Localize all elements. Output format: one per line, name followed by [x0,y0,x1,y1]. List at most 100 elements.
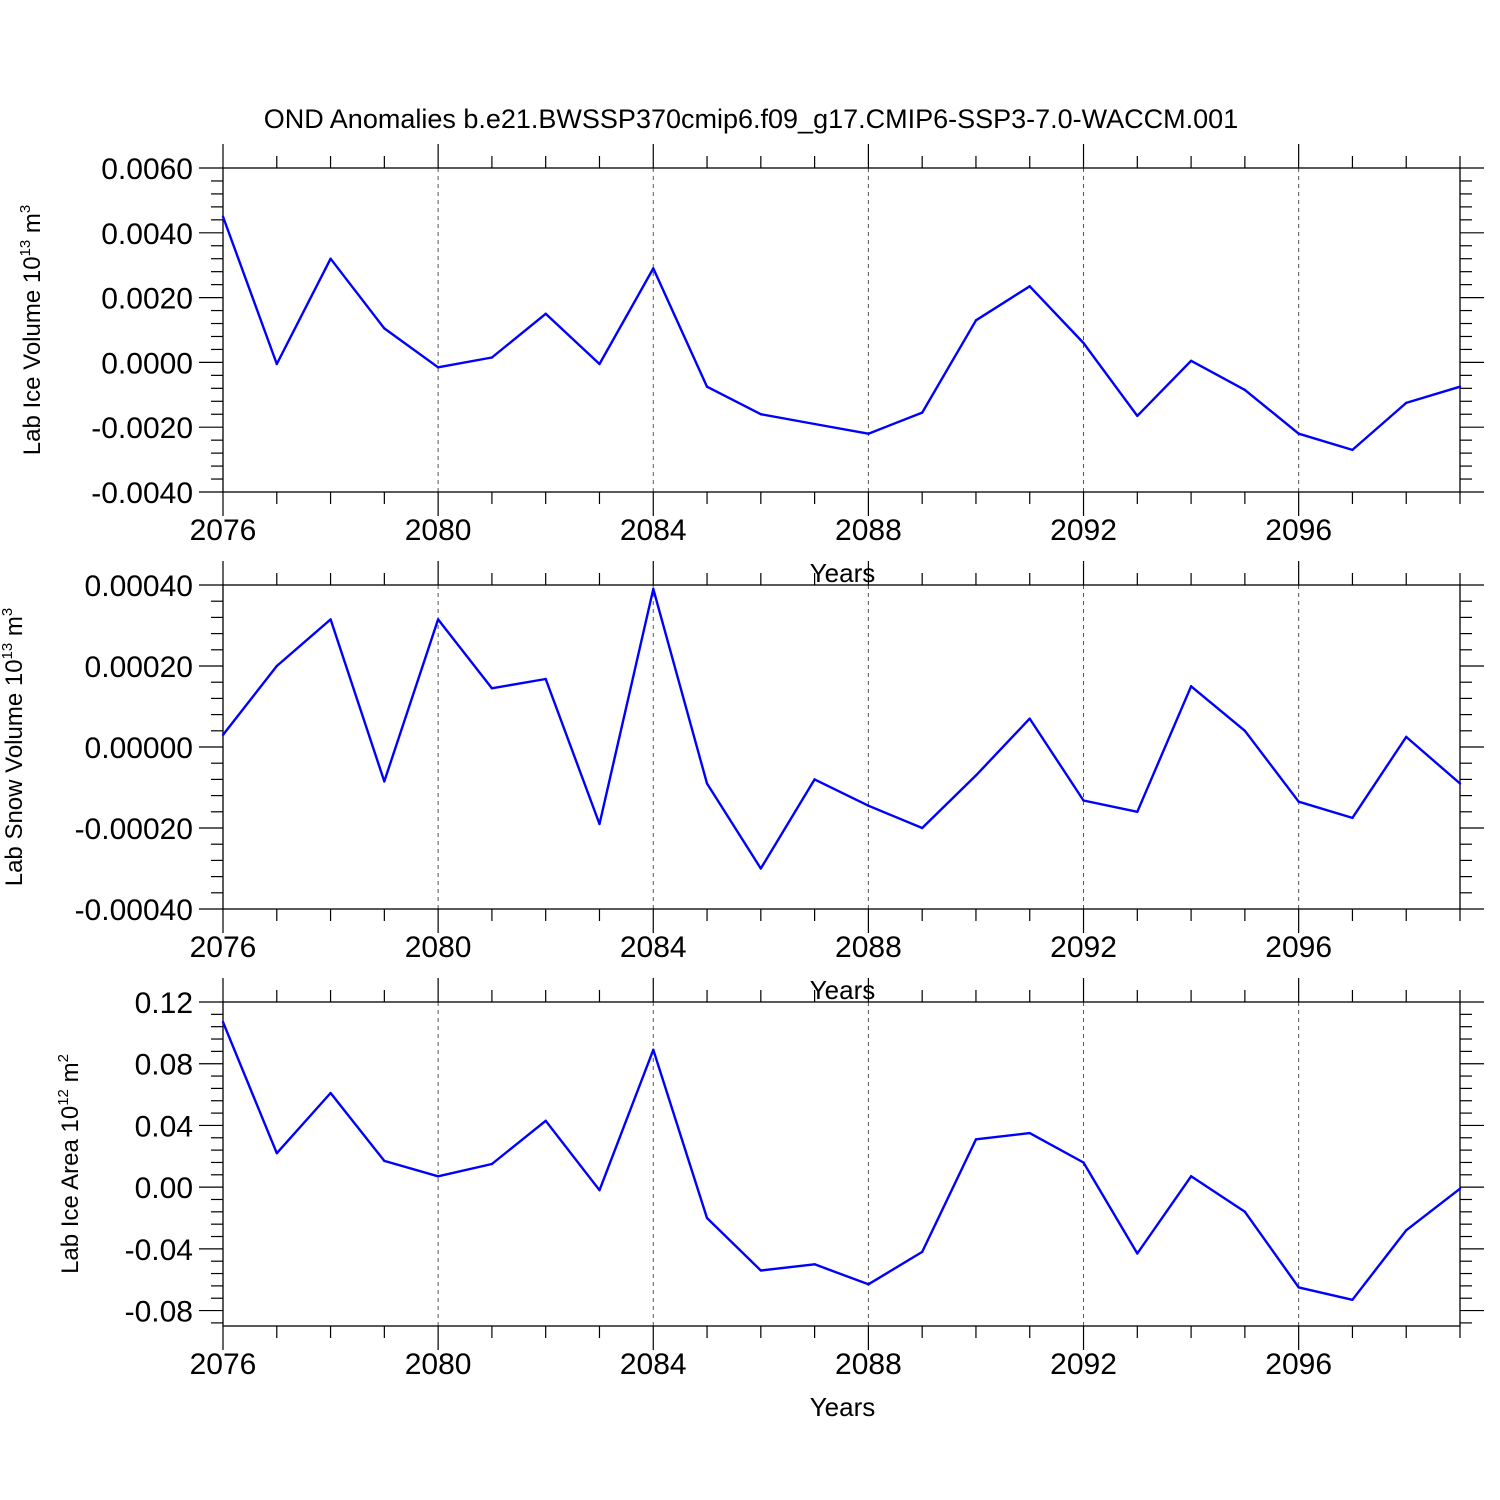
x-tick-label-2092: 2092 [1050,514,1117,547]
data-point-2092 [1082,341,1085,345]
data-point-2086 [759,867,763,870]
data-point-2076 [221,733,225,737]
x-tick-label-2088: 2088 [835,1348,902,1381]
data-point-2097 [1351,1298,1354,1301]
data-point-2089 [920,411,924,414]
data-point-2090 [974,1138,978,1141]
y-axis-title-exponent: 12 [55,1089,72,1106]
data-point-2093 [1136,1252,1139,1255]
x-tick-label-2092: 2092 [1050,931,1117,964]
y-tick-label: -0.0040 [91,477,193,510]
series-line [221,1021,1461,1302]
y-axis-title-unit-exponent: 2 [55,1054,72,1062]
data-point-2099 [1458,782,1462,785]
x-tick-label-2088: 2088 [835,931,902,964]
data-point-2081 [490,356,494,359]
y-axis-title: Lab Ice Area 1012 m2 [55,1054,84,1274]
y-tick-label: 0.00020 [85,651,193,684]
data-point-2078 [329,1091,332,1095]
y-axis-title-unit: m [19,213,46,240]
data-point-2090 [974,319,978,322]
data-point-2080 [436,366,440,369]
x-tick-label-2080: 2080 [405,514,472,547]
x-axis-title: Years [810,975,876,1005]
data-point-2079 [383,1159,386,1163]
data-point-2091 [1028,717,1031,720]
x-tick-label-2076: 2076 [190,514,257,547]
y-tick-label: 0.0020 [101,283,193,316]
series-line [221,216,1461,452]
data-point-2085 [705,1216,709,1220]
data-point-2096 [1297,800,1300,803]
y-tick-label: 0.00000 [85,732,193,765]
data-point-2083 [598,822,601,826]
data-point-2099 [1458,1187,1462,1190]
panel-3: -0.08 -0.04 0.00 0.04 0.08 0.12 2076 2080 2084 20… [55,978,1484,1422]
data-point-2089 [920,1250,924,1254]
y-tick-label: 0.12 [135,987,193,1020]
data-point-2092 [1082,1161,1085,1164]
data-point-2080 [436,618,440,621]
plot-frame [222,167,1461,493]
y-tick-label: 0.0060 [101,153,193,186]
data-point-2076 [221,1020,225,1024]
data-point-2077 [275,1152,278,1155]
x-axis-title: Years [810,558,876,588]
data-point-2080 [436,1175,440,1178]
y-axis-title-base: Lab Snow Volume 10 [1,659,28,886]
x-tick-label-2096: 2096 [1265,1348,1332,1381]
y-tick-label: -0.00040 [75,894,193,927]
data-point-2091 [1028,285,1031,288]
figure-title: OND Anomalies b.e21.BWSSP370cmip6.f09_g1… [264,104,1238,134]
data-point-2093 [1136,414,1139,418]
data-point-2086 [759,413,763,416]
data-point-2099 [1458,385,1462,388]
y-tick-label: -0.00020 [75,813,193,846]
x-tick-label-2084: 2084 [620,514,687,547]
data-point-2088 [867,1283,870,1286]
data-point-2081 [490,1162,494,1166]
plot-frame [222,1001,1461,1327]
data-point-2094 [1189,1175,1193,1178]
x-tick-label-2076: 2076 [190,1348,257,1381]
data-point-2087 [813,1263,816,1266]
data-point-2082 [544,1119,547,1123]
data-point-2083 [598,362,601,366]
data-point-2098 [1405,735,1408,739]
x-tick-label-2080: 2080 [405,931,472,964]
y-axis-title-base: Lab Ice Area 10 [57,1106,84,1274]
data-point-2095 [1243,1210,1247,1214]
data-point-2095 [1243,388,1247,392]
y-axis-title-exponent: 13 [17,240,34,257]
data-point-2084 [652,1048,655,1052]
y-axis-title-unit-exponent: 3 [0,608,16,616]
data-point-2098 [1405,401,1408,405]
data-point-2082 [544,677,547,681]
x-tick-label-2084: 2084 [620,931,687,964]
data-point-2082 [544,312,547,315]
series-line [222,587,1461,870]
x-tick-label-2084: 2084 [620,1348,687,1381]
y-tick-label: 0.08 [135,1049,193,1082]
y-axis-title-unit: m [1,616,28,643]
x-tick-label-2096: 2096 [1265,514,1332,547]
x-tick-label-2076: 2076 [190,931,257,964]
x-tick-label-2092: 2092 [1050,1348,1117,1381]
y-tick-label: -0.0020 [91,412,193,445]
data-point-2097 [1351,816,1354,820]
data-point-2085 [705,782,709,785]
data-point-2076 [221,215,225,218]
data-point-2079 [383,780,386,783]
y-tick-label: -0.08 [125,1296,193,1329]
y-tick-label: 0.0040 [101,218,193,251]
y-tick-label: 0.04 [135,1110,193,1143]
data-point-2079 [383,327,386,330]
panels: -0.0040-0.00200.00000.00200.00400.006020… [0,144,1484,1422]
data-point-2077 [275,664,278,668]
data-point-2077 [275,362,278,366]
y-axis-title: Lab Snow Volume 1013 m3 [0,608,28,887]
y-tick-label: 0.0000 [101,347,193,380]
data-point-2093 [1136,810,1139,813]
data-point-2090 [974,774,978,777]
panel-1: -0.0040 -0.0020 0.0000 0.0020 0.0040 0.0060 20… [17,144,1484,588]
